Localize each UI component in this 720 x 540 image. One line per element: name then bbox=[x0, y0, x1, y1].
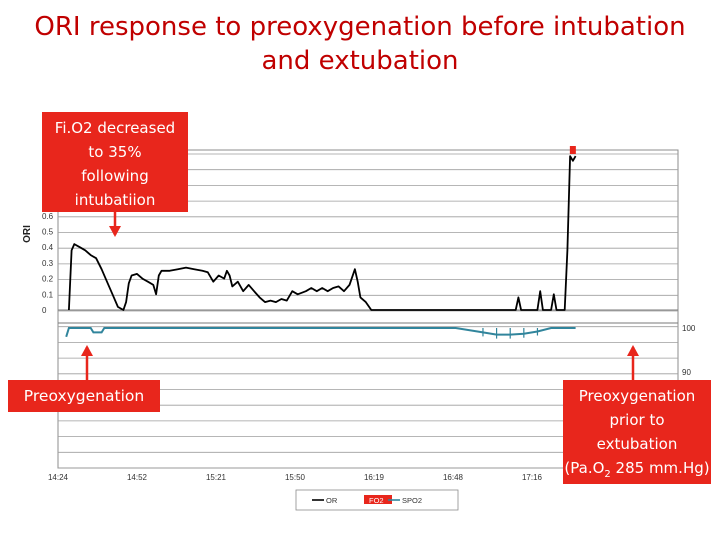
slide-title-line-2: and extubation bbox=[261, 46, 459, 76]
y-tick-label: 0.1 bbox=[42, 290, 54, 299]
y-tick-label: 0.2 bbox=[42, 275, 54, 284]
y-tick-label: 0.3 bbox=[42, 259, 54, 268]
y-tick-label: 0.6 bbox=[42, 212, 54, 221]
series-ori-line bbox=[68, 155, 577, 311]
y-right-tick-label: 100 bbox=[682, 324, 696, 333]
legend-label: SPO2 bbox=[402, 496, 422, 505]
extubation-callout-line-1: Preoxygenation bbox=[578, 387, 696, 405]
x-tick-label: 15:50 bbox=[285, 473, 306, 482]
series-spo2-line bbox=[65, 327, 576, 338]
pao2-label-post: 285 mm.Hg) bbox=[610, 459, 710, 477]
fo2-marker bbox=[569, 146, 576, 154]
slide-title-line-1: ORI response to preoxygenation before in… bbox=[34, 12, 686, 42]
preoxygenation-callout: Preoxygenation bbox=[8, 380, 160, 412]
legend-label: OR bbox=[326, 496, 338, 505]
x-tick-label: 16:19 bbox=[364, 473, 385, 482]
preox-arrow-head bbox=[81, 345, 93, 356]
y-axis-label: ORI bbox=[22, 225, 33, 243]
fio2-callout-line-2: to 35% bbox=[88, 143, 142, 161]
legend-swatch-fo2 bbox=[364, 495, 392, 504]
pao2-label: (Pa.O2 285 mm.Hg) bbox=[563, 456, 711, 487]
y-tick-label: 0.4 bbox=[42, 243, 54, 252]
fio2-callout-line-1: Fi.O2 decreased bbox=[54, 119, 176, 137]
y-tick-label: 0 bbox=[42, 306, 47, 315]
extubation-callout-line-3: extubation bbox=[596, 435, 678, 453]
slide-title: ORI response to preoxygenation before in… bbox=[0, 10, 720, 78]
pao2-label-sub: 2 bbox=[604, 469, 611, 480]
x-tick-label: 16:48 bbox=[443, 473, 464, 482]
pao2-label-pre: (Pa.O bbox=[564, 459, 605, 477]
y-tick-label: 0.5 bbox=[42, 228, 54, 237]
x-tick-label: 15:21 bbox=[206, 473, 227, 482]
extubation-callout: Preoxygenation prior to extubation (Pa.O… bbox=[563, 380, 711, 484]
fio2-callout-line-3: following bbox=[81, 167, 149, 185]
y-right-tick-label: 90 bbox=[682, 368, 691, 377]
fio2-decrease-callout: Fi.O2 decreased to 35% following intubat… bbox=[42, 112, 188, 212]
extubation-callout-line-2: prior to bbox=[609, 411, 665, 429]
fio2-callout-line-4: intubatiion bbox=[74, 191, 156, 209]
x-tick-label: 17:16 bbox=[522, 473, 543, 482]
extubation-arrow-head bbox=[627, 345, 639, 356]
preoxygenation-label: Preoxygenation bbox=[23, 387, 145, 405]
legend-label: FO2 bbox=[369, 496, 384, 505]
x-tick-label: 14:24 bbox=[48, 473, 69, 482]
x-tick-label: 14:52 bbox=[127, 473, 148, 482]
chart-legend: OR FO2 SPO2 bbox=[295, 489, 459, 511]
fio2-arrow-head bbox=[109, 226, 121, 237]
